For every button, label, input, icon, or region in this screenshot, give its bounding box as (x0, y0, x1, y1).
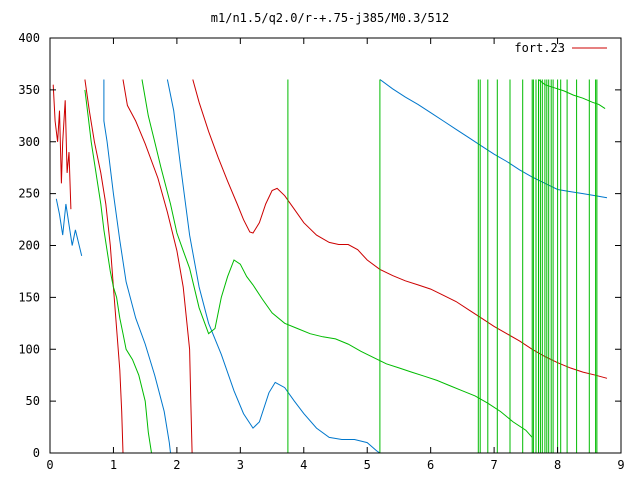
legend-label: fort.23 (514, 41, 565, 55)
x-tick-label: 9 (617, 458, 624, 472)
chart-title: m1/n1.5/q2.0/r-+.75-j385/M0.3/512 (211, 11, 449, 25)
series-2-segment-4 (55, 198, 83, 257)
y-tick-label: 100 (18, 342, 40, 356)
series-1-segment-3 (84, 79, 124, 454)
series-layer (52, 79, 608, 454)
x-tick-label: 4 (300, 458, 307, 472)
x-tick-label: 0 (46, 458, 53, 472)
x-tick-label: 7 (490, 458, 497, 472)
x-tick-label: 2 (173, 458, 180, 472)
y-tick-label: 250 (18, 187, 40, 201)
x-tick-label: 1 (110, 458, 117, 472)
series-3-segment-1 (141, 79, 533, 438)
plot-frame (49, 37, 622, 454)
x-tick-label: 5 (364, 458, 371, 472)
series-2-segment-2 (166, 79, 381, 454)
y-tick-label: 300 (18, 135, 40, 149)
x-tick-label: 6 (427, 458, 434, 472)
y-tick-label: 400 (18, 31, 40, 45)
series-1-segment-2 (122, 79, 193, 454)
series-1-segment-1 (192, 79, 608, 379)
y-tick-label: 200 (18, 239, 40, 253)
y-tick-label: 0 (33, 446, 40, 460)
x-tick-label: 3 (237, 458, 244, 472)
legend: fort.23 (514, 41, 607, 55)
y-tick-label: 350 (18, 83, 40, 97)
series-3-segment-2 (84, 89, 152, 454)
y-tick-label: 50 (26, 394, 40, 408)
axes-layer: 0 1 2 3 4 5 6 7 8 9 0 50 100 150 200 250 300 350 400 (18, 31, 624, 472)
y-tick-label: 150 (18, 290, 40, 304)
series-1-segment-4 (52, 84, 72, 210)
series-2-segment-3 (103, 79, 171, 454)
series-2-segment-1 (379, 79, 608, 199)
x-tick-label: 8 (554, 458, 561, 472)
